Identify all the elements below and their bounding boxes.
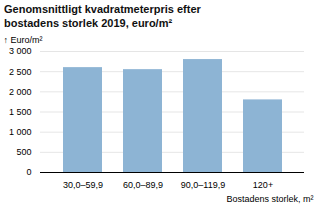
svg-text:1 000: 1 000 bbox=[9, 127, 32, 137]
svg-text:0: 0 bbox=[26, 167, 31, 177]
svg-text:Bostadens storlek, m²: Bostadens storlek, m² bbox=[226, 193, 313, 203]
svg-text:1 500: 1 500 bbox=[9, 106, 32, 116]
svg-text:500: 500 bbox=[16, 147, 31, 157]
svg-text:↑ Euro/m²: ↑ Euro/m² bbox=[4, 34, 43, 44]
svg-text:3 000: 3 000 bbox=[9, 46, 32, 56]
svg-text:120+: 120+ bbox=[253, 179, 273, 189]
html-text:Genomsnittligt kvadratmeterpri: Genomsnittligt kvadratmeterpris efter bo… bbox=[4, 3, 201, 29]
svg-text:60,0–89,9: 60,0–89,9 bbox=[123, 179, 163, 189]
svg-text:30,0–59,9: 30,0–59,9 bbox=[63, 179, 103, 189]
svg-text:2 000: 2 000 bbox=[9, 86, 32, 96]
svg-text:90,0–119,9: 90,0–119,9 bbox=[181, 179, 225, 189]
svg-text:2 500: 2 500 bbox=[9, 66, 32, 76]
